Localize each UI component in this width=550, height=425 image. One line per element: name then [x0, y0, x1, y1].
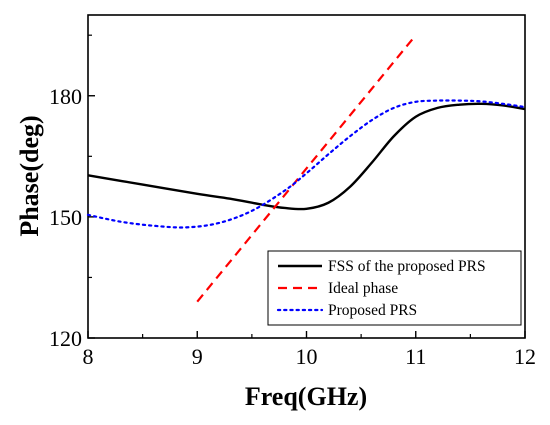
legend-label-3: Proposed PRS — [328, 302, 417, 319]
x-tick-label: 9 — [192, 344, 203, 369]
series-lines — [86, 34, 527, 303]
y-tick-label: 180 — [49, 84, 82, 109]
x-tick-label: 11 — [405, 344, 426, 369]
series-line-1 — [87, 102, 526, 211]
legend: FSS of the proposed PRS Ideal phase Propos… — [267, 250, 522, 326]
x-tick-label: 10 — [296, 344, 318, 369]
legend-entries: FSS of the proposed PRS Ideal phase Propos… — [276, 258, 486, 319]
y-tick-label: 150 — [49, 205, 82, 230]
x-axis-title: Freq(GHz) — [245, 382, 367, 411]
y-tick-label: 120 — [49, 326, 82, 351]
series-line-2 — [196, 34, 417, 303]
series-line-3 — [86, 99, 527, 229]
legend-label-2: Ideal phase — [328, 280, 398, 297]
y-axis-title: Phase(deg) — [15, 115, 44, 236]
axis-ticks — [87, 34, 526, 339]
tick-labels: 8 9 10 11 12 120 150 180 — [49, 84, 536, 369]
x-tick-label: 12 — [514, 344, 536, 369]
x-tick-label: 8 — [83, 344, 94, 369]
legend-label-1: FSS of the proposed PRS — [328, 258, 486, 275]
